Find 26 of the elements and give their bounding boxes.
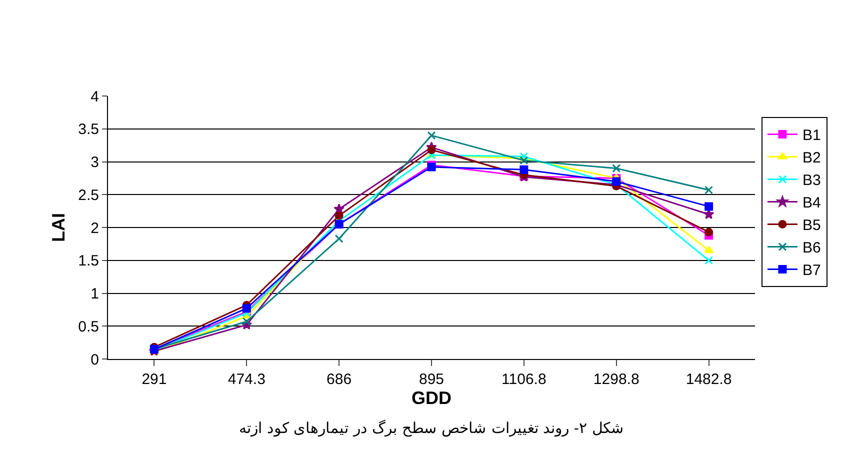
legend-label: B5 xyxy=(802,217,821,234)
y-tick-label: 3.5 xyxy=(78,121,99,138)
y-tick-label: 0.5 xyxy=(78,318,99,336)
text: شکل ۲- روند تغییرات شاخص سطح برگ در تیمارهای کود ازته xyxy=(239,419,624,437)
y-axis-title: LAI xyxy=(48,213,68,242)
legend-label: B3 xyxy=(802,172,821,190)
x-tick-label: 1482.8 xyxy=(686,371,732,388)
y-tick-label: 4 xyxy=(90,88,99,106)
legend-label: B7 xyxy=(802,262,821,280)
y-tick-label: 2 xyxy=(90,220,99,237)
x-tick-label: 474.3 xyxy=(228,371,266,388)
x-axis-title: GDD xyxy=(412,388,452,408)
x-tick-label: 1106.8 xyxy=(502,371,546,388)
y-tick-label: 1 xyxy=(90,286,99,302)
y-tick-label: 1.5 xyxy=(78,252,99,270)
x-tick-label: 291 xyxy=(142,371,167,388)
y-tick-label: 3 xyxy=(90,154,99,171)
legend-label: B1 xyxy=(802,127,821,144)
y-tick-label: 0 xyxy=(90,351,99,368)
y-tick-label: 2.5 xyxy=(78,186,99,204)
legend-label: B4 xyxy=(802,194,821,212)
legend-label: B6 xyxy=(802,240,821,257)
x-tick-label: 895 xyxy=(418,371,444,388)
x-tick-label: 1298.8 xyxy=(593,371,640,388)
x-tick-label: 686 xyxy=(326,371,352,388)
legend-label: B2 xyxy=(802,150,821,167)
